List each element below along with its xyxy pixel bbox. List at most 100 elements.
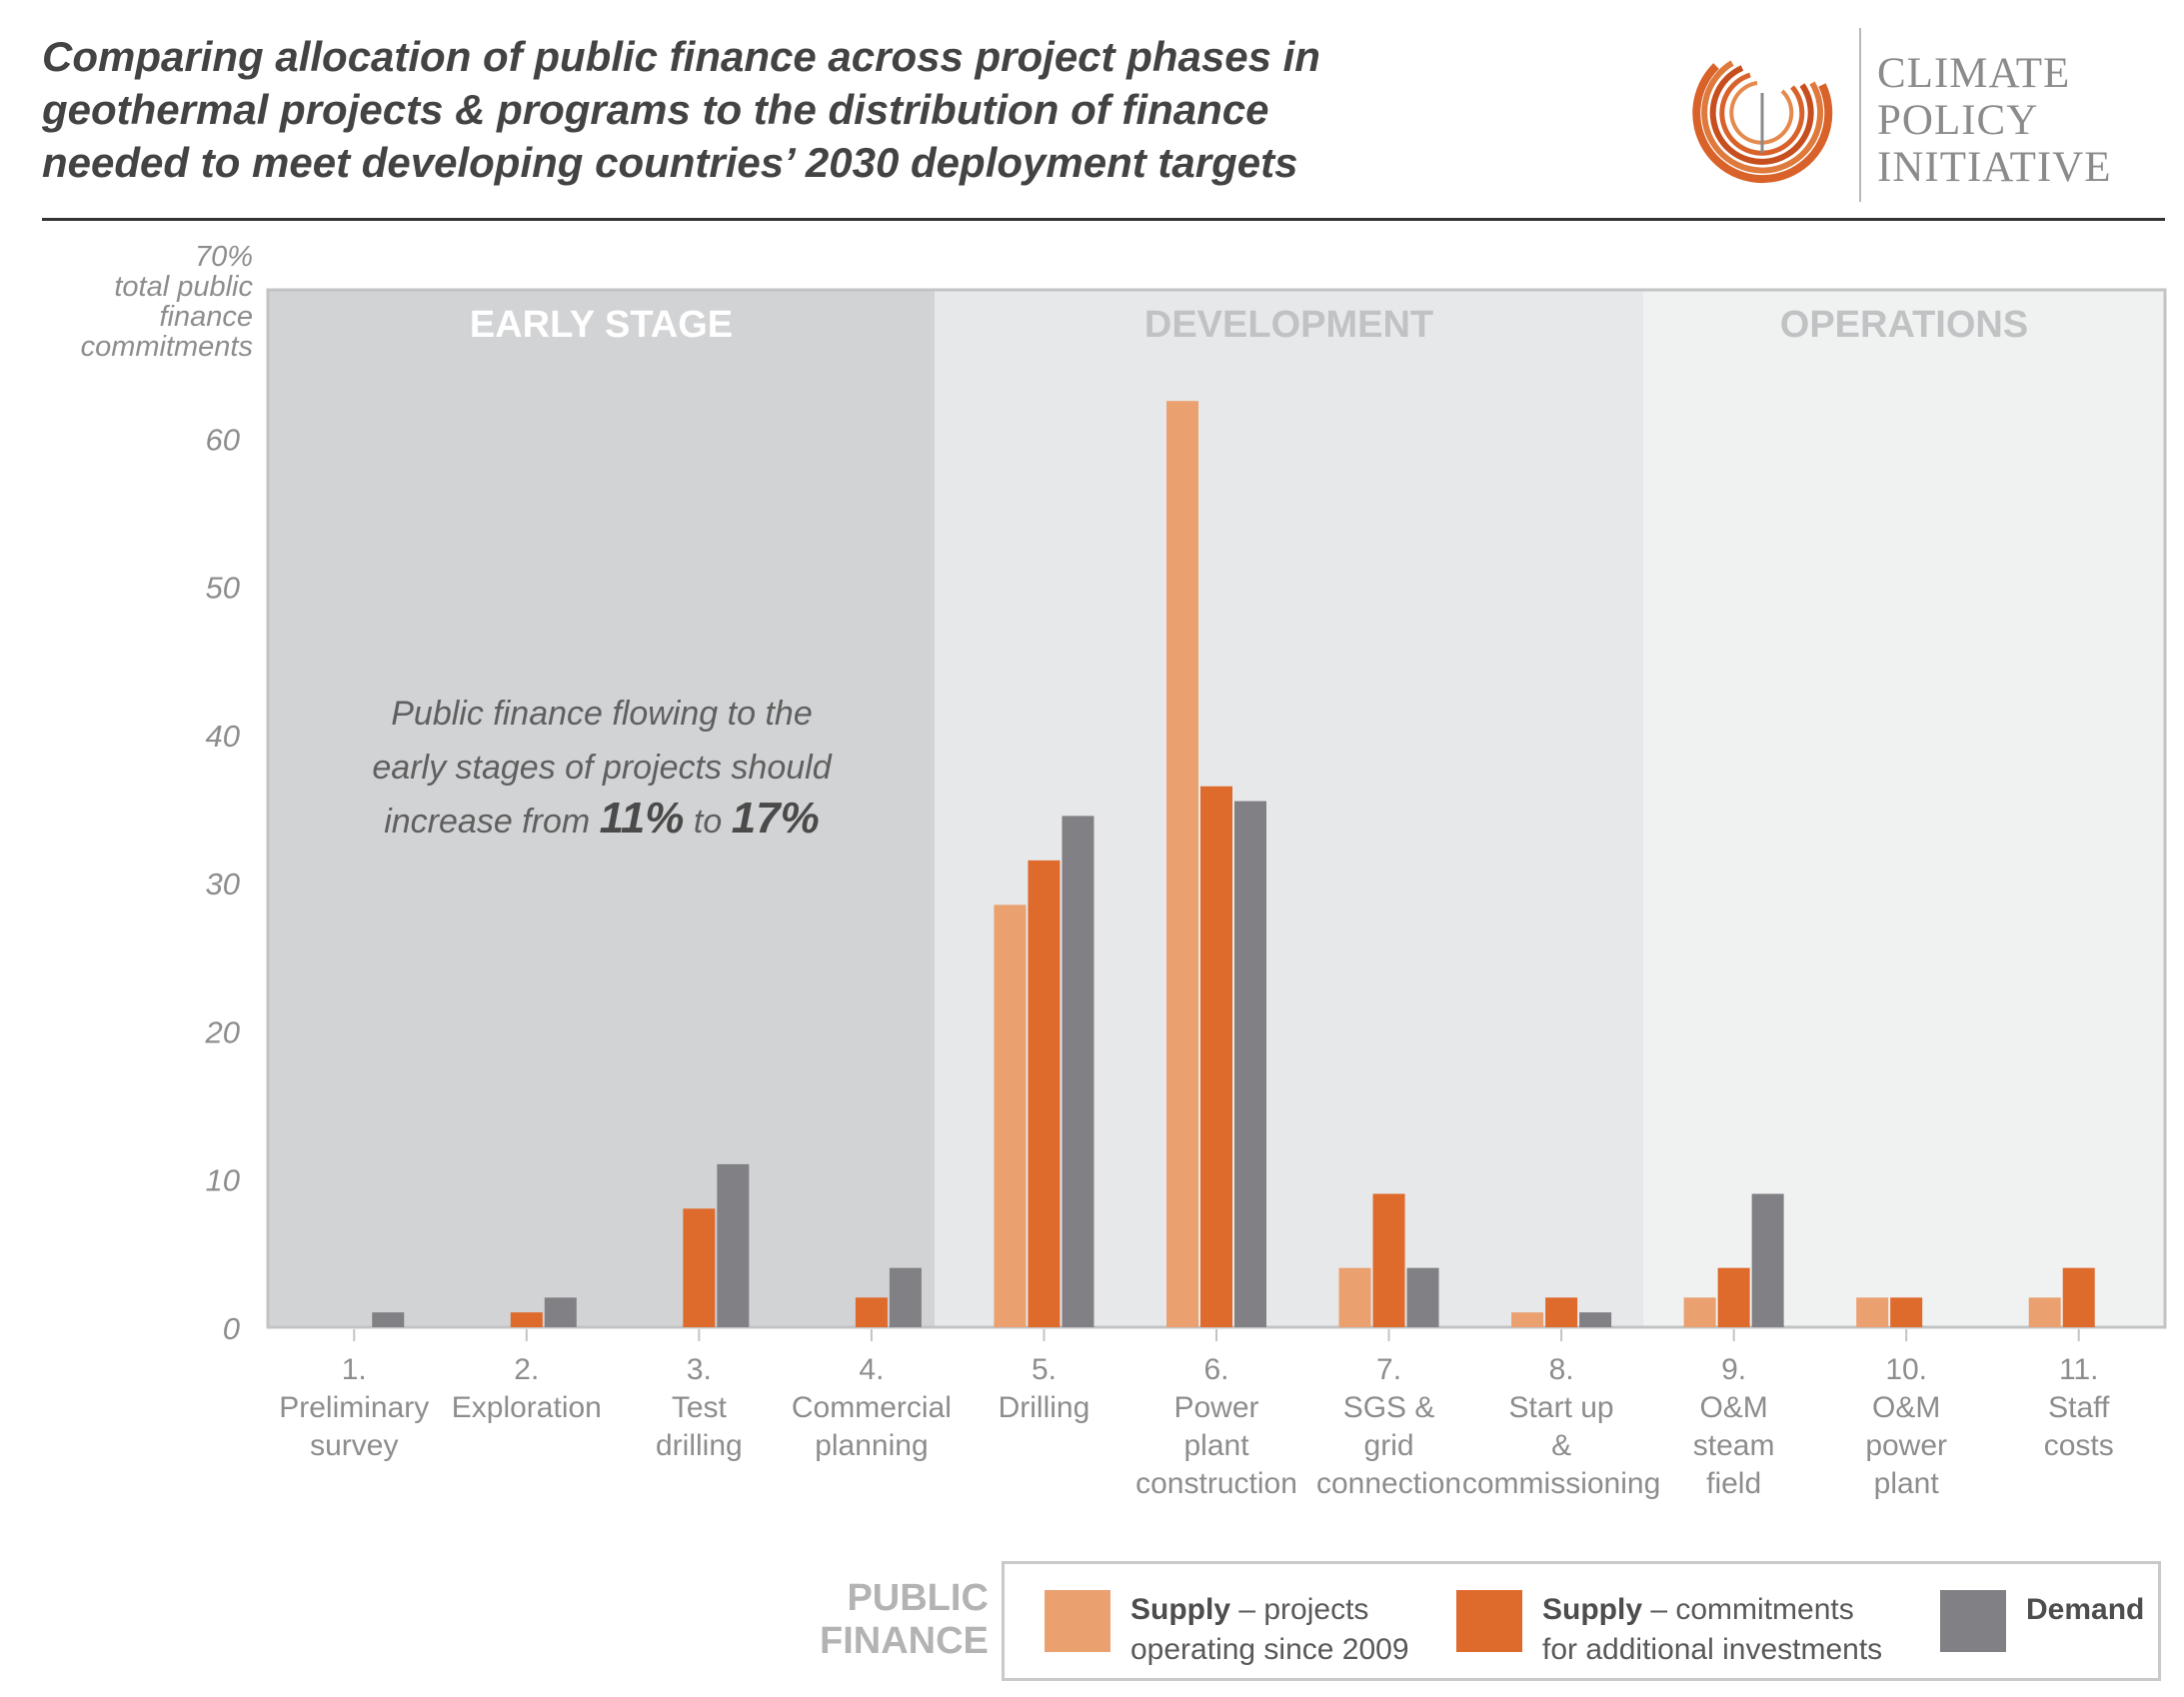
x-tick-label-7-line-2: SGS & — [1343, 1391, 1435, 1424]
bar-series2-cat3 — [683, 1208, 716, 1327]
bar-series2-cat9 — [1717, 1267, 1750, 1327]
legend-title: PUBLIC FINANCE — [820, 1577, 989, 1663]
x-tick-label-7-line-3: grid — [1364, 1429, 1414, 1462]
bar-series2-cat2 — [510, 1312, 543, 1327]
legend-rest-supply-additional-1: – commitments — [1642, 1593, 1854, 1626]
cpi-logo-text: CLIMATE POLICY INITIATIVE — [1877, 50, 2111, 191]
x-tick-label-4: 4. Commercial planning — [792, 1353, 952, 1462]
annotation-line-3: increase from 11% to 17% — [384, 794, 820, 843]
x-tick-label-1-line-3: survey — [310, 1429, 398, 1462]
bar-series3-cat8 — [1579, 1312, 1612, 1327]
x-tick-label-10-line-4: plant — [1874, 1467, 1940, 1500]
x-tick-label-9-line-1: 9. — [1721, 1353, 1746, 1386]
legend-text-supply-existing: Supply – projects operating since 2009 — [1130, 1590, 1409, 1670]
annotation-value-from: 11% — [600, 794, 685, 843]
bar-chart: EARLY STAGE DEVELOPMENT OPERATIONS 0 10 20 30 4… — [205, 288, 2167, 1500]
x-tick-label-11: 11. Staff costs — [2044, 1353, 2114, 1462]
y-tick-label-60: 60 — [206, 422, 240, 457]
legend-title-line-1: PUBLIC — [847, 1577, 989, 1619]
x-tick-label-10-line-2: O&M — [1872, 1391, 1940, 1424]
x-tick-label-9: 9. O&M steam field — [1693, 1353, 1775, 1500]
legend-bold-supply-additional: Supply — [1542, 1593, 1643, 1626]
x-tick-label-3-line-2: Test — [672, 1391, 728, 1424]
x-tick-label-7-line-4: connection — [1316, 1467, 1461, 1500]
legend-bold-supply-existing: Supply — [1130, 1593, 1231, 1626]
x-tick-label-6-line-4: construction — [1135, 1467, 1297, 1500]
x-tick-label-6-line-2: Power — [1173, 1391, 1258, 1424]
bar-series3-cat1 — [372, 1312, 405, 1327]
bar-series2-cat11 — [2062, 1267, 2095, 1327]
x-tick-label-9-line-3: steam — [1693, 1429, 1775, 1462]
x-tick-label-1-line-2: Preliminary — [279, 1391, 429, 1424]
bar-series3-cat2 — [544, 1297, 577, 1327]
x-tick-label-5: 5. Drilling — [999, 1353, 1091, 1424]
logo-line-2: POLICY — [1877, 97, 2039, 144]
x-tick-label-8: 8. Start up & commissioning — [1462, 1353, 1660, 1500]
y-unit-line-2: total public — [114, 271, 253, 303]
x-tick-label-11-line-3: costs — [2044, 1429, 2114, 1462]
title-line-1: Comparing allocation of public finance a… — [42, 33, 1320, 80]
y-unit-line-1: 70% — [194, 241, 253, 273]
annotation-line-2: early stages of projects should — [372, 749, 832, 787]
bar-series2-cat8 — [1545, 1297, 1578, 1327]
logo-line-3: INITIATIVE — [1877, 144, 2112, 191]
phase-label-2: DEVELOPMENT — [1144, 304, 1433, 346]
legend-swatch-supply-existing — [1045, 1590, 1110, 1652]
y-unit-line-3: finance — [159, 301, 253, 333]
x-tick-label-1-line-1: 1. — [342, 1353, 367, 1386]
x-tick-label-10-line-3: power — [1865, 1429, 1947, 1462]
bar-series1-cat7 — [1338, 1267, 1371, 1327]
legend-text-supply-additional: Supply – commitments for additional inve… — [1542, 1590, 1882, 1670]
logo-line-1: CLIMATE — [1877, 50, 2071, 97]
bar-series2-cat7 — [1372, 1193, 1405, 1327]
phase-label-1: EARLY STAGE — [470, 304, 733, 346]
bar-series3-cat5 — [1062, 816, 1094, 1327]
legend-item-supply-additional: Supply – commitments for additional inve… — [1456, 1590, 1882, 1670]
x-tick-label-11-line-1: 11. — [2059, 1353, 2098, 1386]
bar-series2-cat6 — [1200, 786, 1232, 1327]
y-unit-line-4: commitments — [80, 331, 253, 363]
x-tick-label-7-line-1: 7. — [1376, 1353, 1401, 1386]
x-tick-label-1: 1. Preliminary survey — [279, 1353, 429, 1462]
legend-rest-supply-existing-2: operating since 2009 — [1130, 1633, 1409, 1666]
bar-series1-cat5 — [994, 904, 1027, 1327]
x-tick-label-6-line-1: 6. — [1203, 1353, 1228, 1386]
x-tick-label-11-line-2: Staff — [2048, 1391, 2110, 1424]
legend-rest-supply-existing-1: – projects — [1230, 1593, 1369, 1626]
title-line-3: needed to meet developing countries’ 203… — [42, 139, 1298, 186]
x-tick-label-3-line-1: 3. — [687, 1353, 712, 1386]
bar-series1-cat11 — [2028, 1297, 2061, 1327]
y-tick-label-0: 0 — [223, 1311, 240, 1346]
annotation-line-1: Public finance flowing to the — [391, 695, 812, 733]
x-tick-label-8-line-4: commissioning — [1462, 1467, 1660, 1500]
annotation-pre: increase from — [384, 803, 599, 841]
y-tick-label-50: 50 — [206, 571, 240, 606]
x-tick-label-6-line-3: plant — [1183, 1429, 1249, 1462]
x-tick-label-8-line-2: Start up — [1509, 1391, 1614, 1424]
bar-series3-cat4 — [889, 1267, 922, 1327]
x-tick-label-3-line-3: drilling — [656, 1429, 743, 1462]
x-tick-label-10-line-1: 10. — [1885, 1353, 1927, 1386]
legend-swatch-supply-additional — [1456, 1590, 1522, 1652]
y-axis-unit-label: 70% total public finance commitments — [81, 242, 253, 362]
bar-series3-cat6 — [1234, 801, 1266, 1327]
bar-series1-cat6 — [1166, 401, 1198, 1327]
bar-series1-cat10 — [1856, 1297, 1889, 1327]
annotation-mid: to — [684, 803, 731, 841]
x-tick-label-10: 10. O&M power plant — [1865, 1353, 1947, 1500]
legend-bold-demand: Demand — [2026, 1593, 2145, 1626]
bar-series1-cat8 — [1511, 1312, 1544, 1327]
chart-title: Comparing allocation of public finance a… — [42, 30, 1541, 189]
bar-series1-cat9 — [1683, 1297, 1716, 1327]
x-tick-label-8-line-3: & — [1551, 1429, 1571, 1462]
legend: Supply – projects operating since 2009 S… — [1002, 1561, 2161, 1681]
title-line-2: geothermal projects & programs to the di… — [42, 86, 1269, 133]
bar-series2-cat10 — [1890, 1297, 1923, 1327]
bar-series2-cat5 — [1028, 859, 1061, 1327]
logo-divider — [1859, 28, 1861, 202]
x-tick-label-5-line-2: Drilling — [999, 1391, 1091, 1424]
x-tick-label-4-line-1: 4. — [859, 1353, 884, 1386]
x-tick-label-7: 7. SGS & grid connection — [1316, 1353, 1461, 1500]
legend-rest-supply-additional-2: for additional investments — [1542, 1633, 1883, 1666]
x-tick-label-2: 2. Exploration — [452, 1353, 602, 1424]
